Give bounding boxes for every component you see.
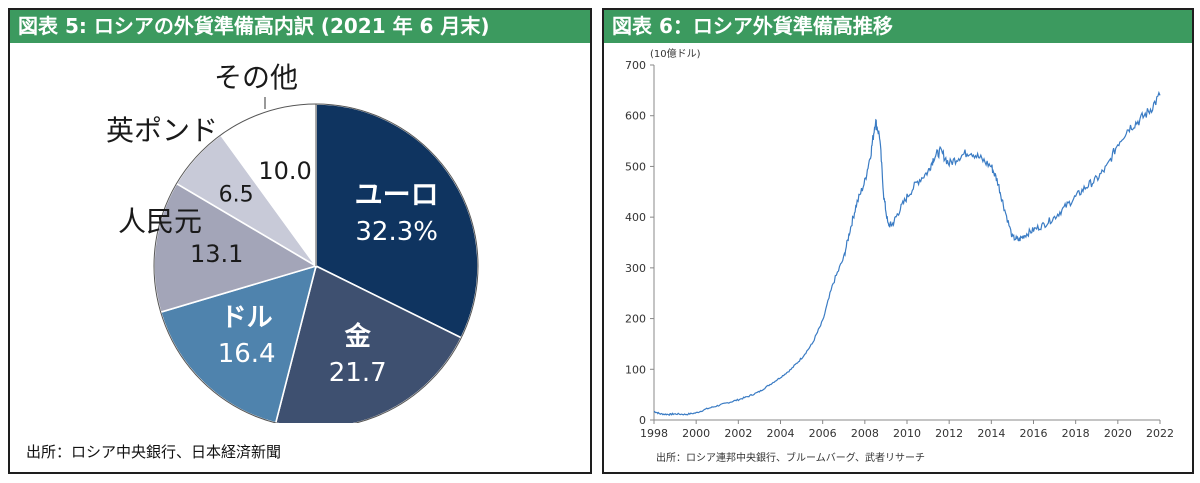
x-tick-label: 2002 [724,427,752,440]
pie-slice-value: 21.7 [329,358,387,388]
pie-chart-source: 出所：ロシア中央銀行、日本経済新聞 [26,443,282,461]
x-tick-label: 2022 [1146,427,1174,440]
x-tick-label: 2020 [1104,427,1132,440]
pie-slice-value: 6.5 [219,182,254,207]
y-tick-label: 500 [625,160,646,173]
y-tick-label: 0 [639,414,646,427]
reserves-line [653,90,1161,416]
pie-slice-label: ドル [221,303,273,333]
pie-outside-label: 英ポンド [106,114,218,147]
pie-slice-label: 金 [344,321,372,352]
pie-chart-panel: 図表 5: ロシアの外貨準備高内訳 (2021 年 6 月末) ユーロ 32.3%… [8,8,592,474]
pie-slice-label: ユーロ [355,178,439,211]
pie-chart: ユーロ 32.3% 金 21.7 ドル 16.4 13.1 6.510.0 人民元 英ポンド その他 [106,61,479,423]
y-tick-label: 700 [625,59,646,72]
x-tick-label: 2012 [935,427,963,440]
y-axis-label: (10億ドル) [650,47,701,60]
x-tick-label: 2010 [893,427,921,440]
line-chart-title: 図表 6：ロシア外貨準備高推移 [604,10,1192,43]
pie-slice-value: 16.4 [218,339,276,369]
x-tick-label: 2000 [682,427,710,440]
x-tick-label: 2004 [767,427,795,440]
x-tick-label: 2006 [809,427,837,440]
pie-slice-value: 10.0 [258,157,311,185]
y-tick-label: 600 [625,110,646,123]
pie-outside-label: 人民元 [118,205,202,238]
y-tick-label: 400 [625,211,646,224]
x-tick-label: 2008 [851,427,879,440]
line-chart-source: 出所：ロシア連邦中央銀行、ブルームバーグ、武者リサーチ [656,451,925,464]
line-chart-panel: 図表 6：ロシア外貨準備高推移 0 100 200 300 400 500 600 700 19… [602,8,1194,474]
y-tick-label: 300 [625,262,646,275]
x-tick-label: 2018 [1062,427,1090,440]
pie-outside-label: その他 [214,61,298,94]
pie-chart-title: 図表 5: ロシアの外貨準備高内訳 (2021 年 6 月末) [10,10,590,43]
x-tick-label: 1998 [640,427,668,440]
line-chart: 0 100 200 300 400 500 600 700 1998 2000 2002 2004 20… [625,47,1174,464]
x-tick-label: 2014 [977,427,1005,440]
y-tick-label: 100 [625,363,646,376]
pie-slice-value: 13.1 [190,240,243,268]
pie-slice-value: 32.3% [355,217,438,247]
x-tick-label: 2016 [1020,427,1048,440]
y-tick-label: 200 [625,313,646,326]
